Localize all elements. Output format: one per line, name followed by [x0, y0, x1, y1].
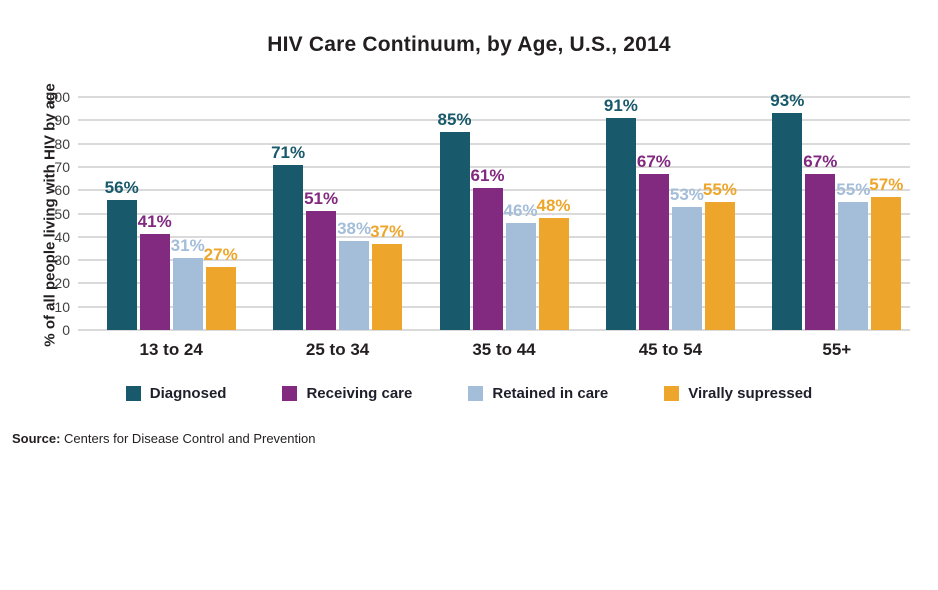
bar-value-label: 91% — [603, 95, 638, 115]
legend-swatch — [282, 386, 298, 401]
legend-label: Diagnosed — [149, 385, 227, 402]
legend-label: Retained in care — [492, 385, 609, 402]
bar-value-label: 46% — [503, 200, 538, 220]
legend: Diagnosed Receiving care Retained in care V… — [0, 385, 938, 402]
bar-retained-in-care — [505, 222, 536, 330]
bar-value-label: 27% — [203, 245, 238, 265]
legend-item: Virally supressed — [664, 385, 812, 402]
legend-label: Receiving care — [306, 385, 413, 402]
gridline — [78, 96, 910, 98]
x-axis-label: 35 to 44 — [472, 340, 536, 359]
bar-virally-supressed — [538, 218, 569, 330]
y-tick-label: 40 — [54, 228, 70, 245]
bar-receiving-care — [306, 211, 337, 330]
bar-value-label: 41% — [137, 212, 172, 232]
legend-item: Diagnosed — [125, 385, 227, 402]
source-label: Source: — [12, 431, 61, 446]
legend-item: Receiving care — [282, 385, 412, 402]
bar-value-label: 56% — [104, 177, 139, 197]
source-text: Centers for Disease Control and Preventi… — [60, 431, 316, 446]
bar-virally-supressed — [704, 201, 735, 330]
bar-chart: % of all people living with HIV by age 0… — [42, 83, 910, 359]
bar-receiving-care — [805, 173, 836, 330]
y-tick-label: 30 — [54, 252, 70, 269]
x-axis-label: 55+ — [822, 340, 852, 359]
bar-retained-in-care — [838, 201, 869, 330]
bar-value-label: 51% — [304, 189, 339, 209]
bar-value-label: 71% — [271, 142, 306, 162]
legend-swatch — [125, 386, 141, 401]
source-note: Source: Centers for Disease Control and … — [12, 431, 315, 446]
bar-value-label: 61% — [470, 165, 505, 185]
bar-value-label: 48% — [536, 196, 571, 216]
bar-value-label: 67% — [803, 151, 838, 171]
y-tick-label: 100 — [46, 89, 70, 105]
bar-diagnosed — [772, 113, 803, 330]
y-tick-label: 50 — [54, 205, 70, 222]
bar-diagnosed — [106, 199, 137, 330]
bar-receiving-care — [139, 234, 170, 330]
x-axis-label: 45 to 54 — [638, 340, 703, 359]
bar-value-label: 53% — [669, 184, 704, 204]
bar-virally-supressed — [205, 267, 236, 330]
bar-retained-in-care — [671, 206, 702, 330]
bar-value-label: 67% — [636, 151, 671, 171]
chart-title: HIV Care Continuum, by Age, U.S., 2014 — [267, 33, 671, 56]
bar-value-label: 57% — [869, 175, 904, 195]
gridline — [78, 142, 910, 145]
legend-swatch — [664, 386, 680, 401]
y-tick-label: 20 — [54, 275, 70, 292]
bar-retained-in-care — [172, 257, 203, 330]
x-axis-label: 25 to 34 — [305, 340, 370, 359]
bar-receiving-care — [638, 173, 669, 330]
bar-diagnosed — [273, 164, 304, 330]
y-tick-label: 60 — [54, 182, 70, 199]
legend-swatch — [468, 386, 484, 401]
bar-virally-supressed — [871, 197, 902, 330]
gridline — [78, 119, 910, 122]
y-tick-label: 80 — [54, 135, 70, 152]
bar-value-label: 93% — [770, 91, 805, 111]
bar-value-label: 38% — [337, 219, 372, 239]
legend-item: Retained in care — [468, 385, 608, 402]
y-tick-label: 70 — [54, 158, 70, 175]
x-axis-label: 13 to 24 — [139, 340, 203, 359]
plot-area: 56% 41% 31% 27% 71% 51% 38% 37% 85% 61% 46% 48% 91% 6… — [78, 92, 910, 331]
bar-value-label: 37% — [370, 221, 405, 241]
bar-diagnosed — [605, 117, 636, 330]
bar-diagnosed — [439, 131, 470, 330]
bar-virally-supressed — [372, 243, 403, 330]
y-tick-label: 90 — [54, 112, 70, 129]
y-tick-label: 10 — [54, 298, 70, 315]
bar-receiving-care — [472, 187, 503, 330]
bar-retained-in-care — [339, 241, 370, 330]
gridline — [78, 329, 910, 331]
bar-value-label: 55% — [702, 179, 737, 199]
gridline — [78, 165, 910, 168]
bar-value-label: 31% — [170, 235, 205, 255]
bar-value-label: 85% — [437, 109, 472, 129]
y-tick-label: 0 — [62, 322, 70, 338]
legend-label: Virally supressed — [688, 385, 813, 402]
bar-value-label: 55% — [836, 179, 871, 199]
